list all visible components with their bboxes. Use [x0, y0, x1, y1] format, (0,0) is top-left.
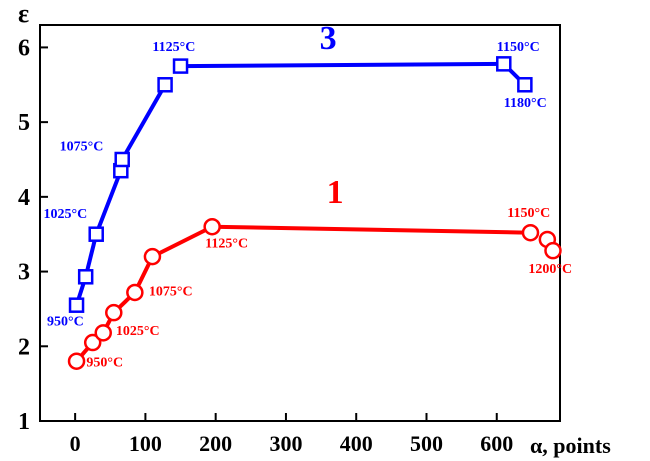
data-point-square — [517, 77, 533, 93]
data-point-circle — [94, 324, 112, 342]
series-label: 1 — [327, 174, 344, 211]
x-tick-label: 0 — [70, 431, 81, 456]
data-point-square — [496, 56, 512, 72]
y-tick-label: 3 — [18, 260, 30, 286]
data-point-circle — [126, 283, 144, 302]
data-point-square — [88, 226, 104, 242]
series-line-segment — [212, 224, 531, 235]
x-tick-label: 300 — [269, 431, 302, 456]
x-axis-ticks: 0 100 200 300 400 500 600 — [70, 413, 513, 456]
series-line-segment — [180, 61, 504, 69]
data-point-square — [172, 58, 189, 74]
y-tick-label: 1 — [18, 409, 30, 435]
series-3: 950°C 1025°C 1075°C 1125°C 1150°C 1180°C — [44, 40, 547, 329]
y-tick-label: 2 — [18, 334, 30, 360]
data-point-square — [68, 297, 85, 313]
y-tick-label: 5 — [18, 110, 30, 136]
temperature-annotation: 950°C — [47, 314, 84, 329]
y-tick-label: 6 — [18, 35, 30, 61]
data-point-circle — [105, 303, 123, 322]
x-tick-label: 100 — [129, 431, 162, 456]
data-point-square — [157, 77, 173, 93]
data-point-circle — [67, 352, 86, 370]
temperature-annotation: 1150°C — [507, 206, 550, 221]
temperature-annotation: 1150°C — [497, 40, 540, 55]
y-tick-label: 4 — [18, 185, 30, 211]
data-point-circle — [143, 247, 162, 266]
data-point-circle — [521, 223, 540, 242]
plot-frame — [39, 24, 561, 422]
series-label: 3 — [320, 20, 337, 57]
x-tick-label: 200 — [199, 431, 232, 456]
x-axis-label: α, points — [530, 433, 611, 458]
data-point-square — [77, 269, 94, 285]
temperature-annotation: 1075°C — [149, 284, 193, 299]
temperature-annotation: 1125°C — [205, 237, 248, 252]
temperature-annotation: 1075°C — [60, 140, 104, 155]
series-line-segment — [94, 169, 123, 235]
temperature-annotation: 1125°C — [152, 40, 195, 55]
data-point-circle — [203, 217, 221, 236]
series-line-segment — [120, 83, 167, 161]
y-axis-label: ε — [18, 0, 29, 28]
series-line-segment — [151, 224, 214, 259]
temperature-annotation: 1180°C — [504, 96, 547, 111]
data-point-square — [114, 151, 130, 168]
series-1: 950°C 1025°C 1075°C 1125°C 1150°C 1200°C — [67, 206, 572, 370]
temperature-annotation: 1025°C — [116, 324, 160, 339]
data-point-circle — [83, 333, 102, 352]
data-point-circle — [544, 241, 562, 260]
temperature-annotation: 950°C — [86, 355, 123, 370]
x-tick-label: 500 — [410, 431, 443, 456]
temperature-annotation: 1025°C — [44, 207, 88, 222]
y-axis-ticks: 1 2 3 4 5 6 — [18, 35, 48, 435]
temperature-annotation: 1200°C — [528, 262, 572, 277]
x-tick-label: 600 — [480, 431, 513, 456]
x-tick-label: 400 — [340, 431, 373, 456]
